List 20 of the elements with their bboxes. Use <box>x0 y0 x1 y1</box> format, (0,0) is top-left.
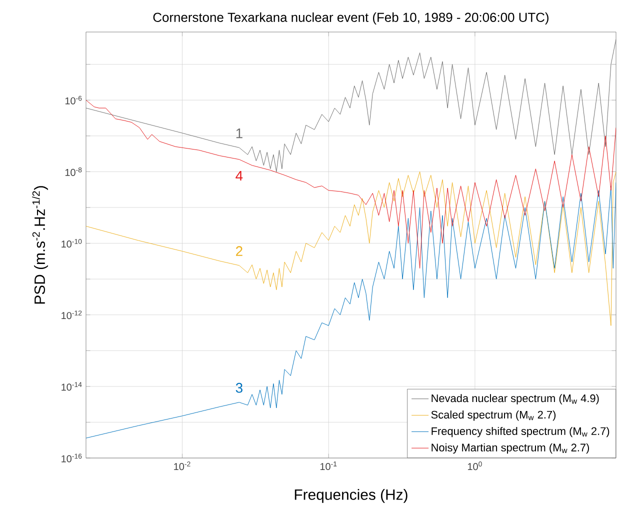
y-tick-label: 10$^{-8}$ <box>65 167 82 176</box>
annotation: 2 <box>236 246 242 256</box>
legend-label: Frequency shifted spectrum (M$_{w}$ 2.7) <box>432 426 610 438</box>
y-tick-label: 10$^{-6}$ <box>65 96 82 104</box>
x-axis-title: Frequencies (Hz) <box>294 488 408 503</box>
y-tick-label: 10$^{-10}$ <box>62 238 82 248</box>
annotation: 1 <box>236 128 242 138</box>
legend-label: Scaled spectrum (M$_{w}$ 2.7) <box>431 410 556 421</box>
legend-label: Noisy Martian spectrum (M$_{w}$ 2.7) <box>432 443 590 454</box>
x-tick-label: 10$^{-2}$ <box>174 462 190 470</box>
annotation: 4 <box>236 170 243 181</box>
annotation: 3 <box>236 382 242 393</box>
y-axis-title: PSD (m.s$^{-2}$.Hz$^{-1/2}$) <box>32 186 48 304</box>
y-tick-label: 10$^{-12}$ <box>62 310 82 320</box>
legend-label: Nevada nuclear spectrum (M$_{w}$ 4.9) <box>432 394 599 404</box>
x-tick-label: 10$^{-1}$ <box>320 462 337 470</box>
chart-title: Cornerstone Texarkana nuclear event (Feb 10, 1989 - 20:06:00 UTC) <box>153 12 548 25</box>
y-tick-label: 10$^{-16}$ <box>62 454 82 462</box>
x-tick-label: 10$^{0}$ <box>468 462 482 470</box>
y-tick-label: 10$^{-14}$ <box>62 382 82 391</box>
